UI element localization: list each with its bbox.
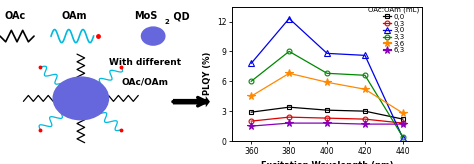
Text: OAc: OAc <box>4 11 26 21</box>
Y-axis label: PLQY (%): PLQY (%) <box>203 52 212 95</box>
X-axis label: Excitation Wavelength (nm): Excitation Wavelength (nm) <box>261 161 393 164</box>
Text: OAc/OAm: OAc/OAm <box>121 78 168 86</box>
Circle shape <box>53 77 109 120</box>
Text: OAm: OAm <box>62 11 87 21</box>
Text: 2: 2 <box>165 19 170 25</box>
Legend: 0,0, 0,3, 3,0, 3,3, 3,6, 6,3: 0,0, 0,3, 3,0, 3,3, 3,6, 6,3 <box>368 6 420 54</box>
Text: MoS: MoS <box>134 11 157 21</box>
Text: QD: QD <box>170 11 190 21</box>
Text: With different: With different <box>109 58 181 67</box>
Circle shape <box>141 27 165 45</box>
